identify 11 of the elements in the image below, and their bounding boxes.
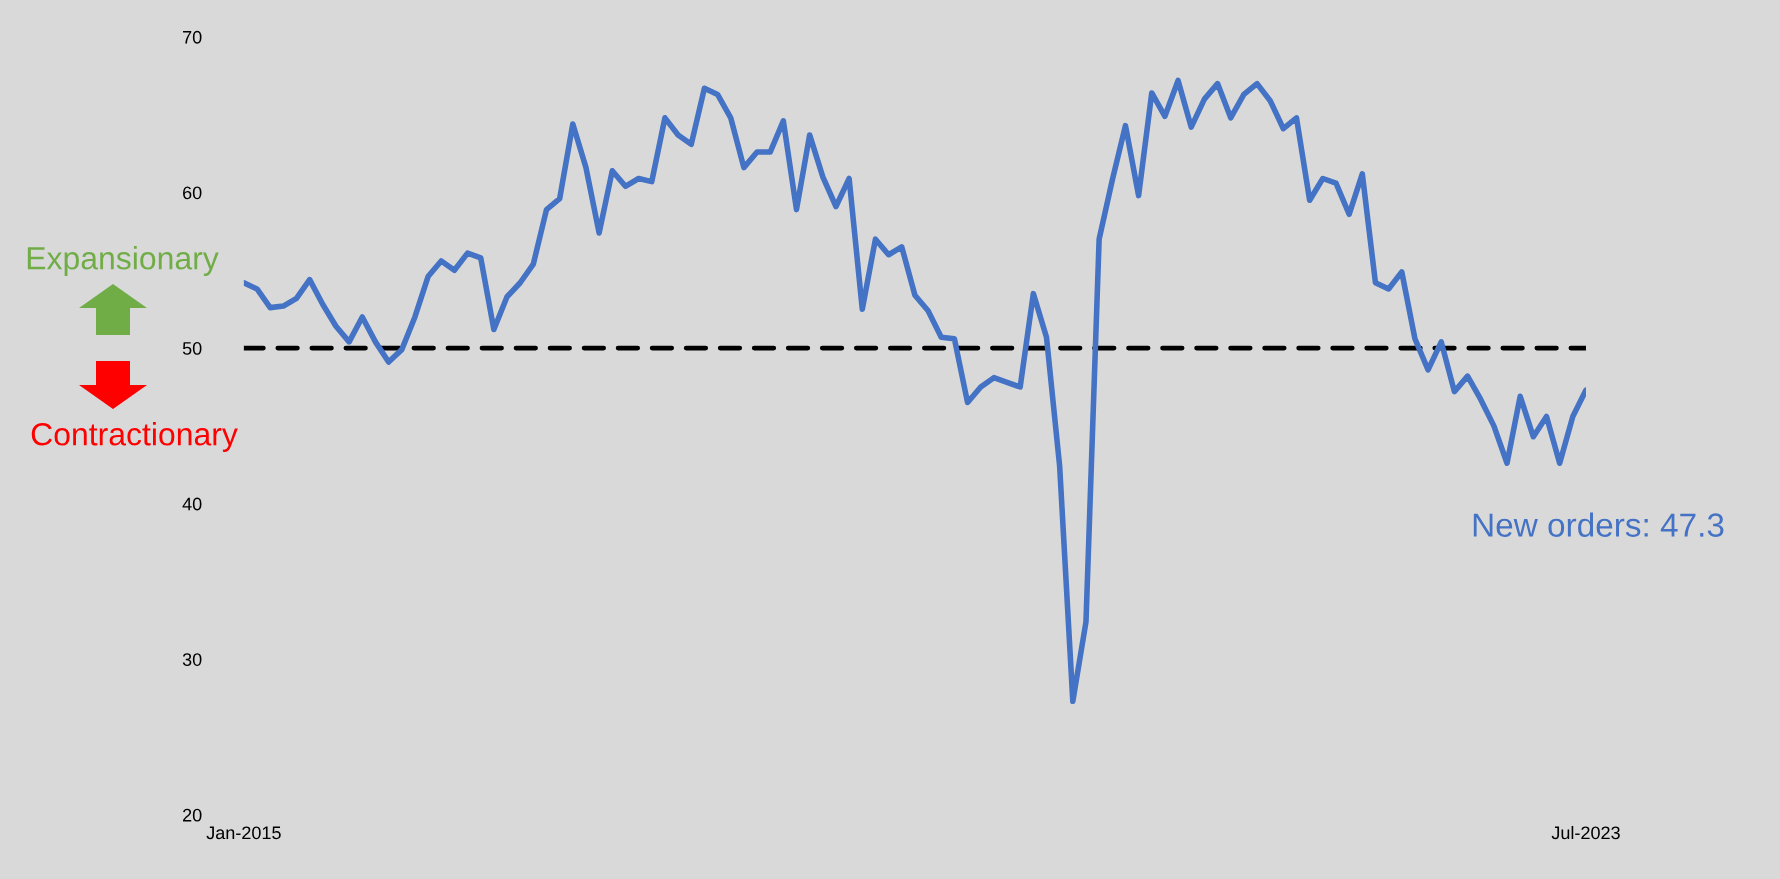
- y-tick-label: 40: [182, 497, 202, 511]
- y-tick-label: 50: [182, 342, 202, 355]
- y-tick-label: 30: [182, 653, 202, 666]
- text: Contractionary: [31, 422, 238, 452]
- x-tick-label: Jan-2015: [206, 826, 281, 840]
- y-tick-label: 70: [183, 30, 202, 44]
- y-tick-label: 60: [183, 186, 202, 200]
- y-tick-label: 20: [183, 808, 202, 822]
- annotation: New orders: 47.3: [1473, 512, 1724, 537]
- text: Expansionary: [27, 246, 219, 276]
- x-tick-label: Jul-2023: [1551, 825, 1620, 840]
